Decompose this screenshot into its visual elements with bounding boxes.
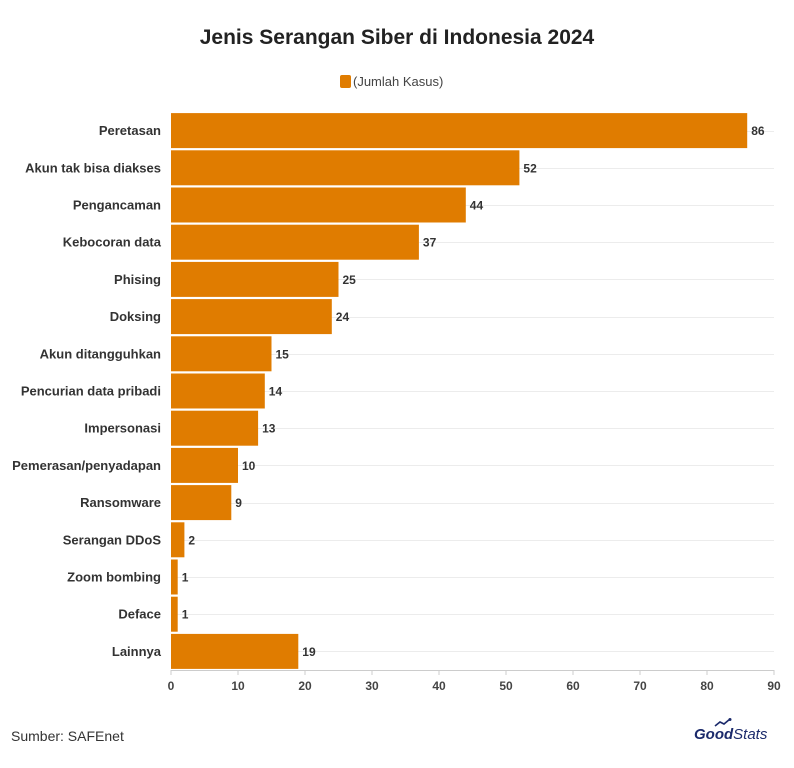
category-labels: Peretasan Akun tak bisa diakses Pengancama… <box>12 123 162 659</box>
x-tick-label: 90 <box>767 679 781 693</box>
category-label: Pemerasan/penyadapan <box>12 458 161 473</box>
bar <box>171 224 419 260</box>
chart-legend: (Jumlah Kasus) <box>340 73 443 89</box>
chart-title: Jenis Serangan Siber di Indonesia 2024 <box>199 26 595 49</box>
value-label: 2 <box>188 533 195 547</box>
value-label: 37 <box>423 236 437 250</box>
x-tick-label: 40 <box>432 679 446 693</box>
category-label: Pencurian data pribadi <box>21 384 161 399</box>
value-label: 24 <box>336 310 350 324</box>
bar <box>171 261 339 297</box>
value-labels: 86 52 44 37 25 24 15 14 13 10 9 2 1 1 19 <box>182 124 765 659</box>
trend-arrow-icon <box>714 718 732 727</box>
category-label: Impersonasi <box>84 421 161 436</box>
category-label: Akun ditangguhkan <box>40 346 161 361</box>
value-label: 13 <box>262 422 276 436</box>
category-label: Phising <box>114 272 161 287</box>
legend-label: (Jumlah Kasus) <box>353 73 444 89</box>
source-note: Sumber: SAFEnet <box>11 728 124 744</box>
value-label: 52 <box>523 161 537 175</box>
bar <box>171 410 259 446</box>
category-label: Lainnya <box>112 644 162 659</box>
category-label: Pengancaman <box>73 198 161 213</box>
category-label: Kebocoran data <box>63 235 162 250</box>
value-label: 1 <box>182 608 189 622</box>
bar <box>171 596 178 632</box>
x-tick-label: 20 <box>298 679 312 693</box>
x-tick-label: 70 <box>633 679 647 693</box>
bar <box>171 299 332 335</box>
bar <box>171 633 299 669</box>
logo-text-light: Stats <box>733 726 768 743</box>
bar <box>171 559 178 595</box>
goodstats-logo: Good Stats <box>694 718 768 743</box>
bar <box>171 447 238 483</box>
bar <box>171 187 466 223</box>
x-axis: 0 10 20 30 40 50 60 70 80 90 <box>168 670 781 693</box>
value-label: 19 <box>302 645 316 659</box>
value-label: 15 <box>276 347 290 361</box>
value-label: 44 <box>470 199 484 213</box>
bar <box>171 336 272 372</box>
category-label: Ransomware <box>80 495 161 510</box>
bar <box>171 485 232 521</box>
category-label: Deface <box>118 607 161 622</box>
x-tick-label: 30 <box>365 679 379 693</box>
category-label: Serangan DDoS <box>63 532 162 547</box>
value-label: 1 <box>182 571 189 585</box>
x-tick-label: 10 <box>231 679 245 693</box>
category-label: Akun tak bisa diakses <box>25 160 161 175</box>
value-label: 9 <box>235 496 242 510</box>
logo-text-bold: Good <box>694 726 734 743</box>
category-label: Doksing <box>110 309 161 324</box>
bar <box>171 522 185 558</box>
category-label: Peretasan <box>99 123 161 138</box>
x-tick-label: 60 <box>566 679 580 693</box>
bar <box>171 373 265 409</box>
x-tick-label: 50 <box>499 679 513 693</box>
category-label: Zoom bombing <box>67 570 161 585</box>
x-tick-label: 80 <box>700 679 714 693</box>
value-label: 86 <box>751 124 765 138</box>
bar <box>171 113 748 149</box>
bar <box>171 150 520 186</box>
value-label: 14 <box>269 385 283 399</box>
value-label: 10 <box>242 459 256 473</box>
bars <box>171 113 748 669</box>
value-label: 25 <box>343 273 357 287</box>
legend-swatch <box>340 74 351 88</box>
x-tick-label: 0 <box>168 679 175 693</box>
